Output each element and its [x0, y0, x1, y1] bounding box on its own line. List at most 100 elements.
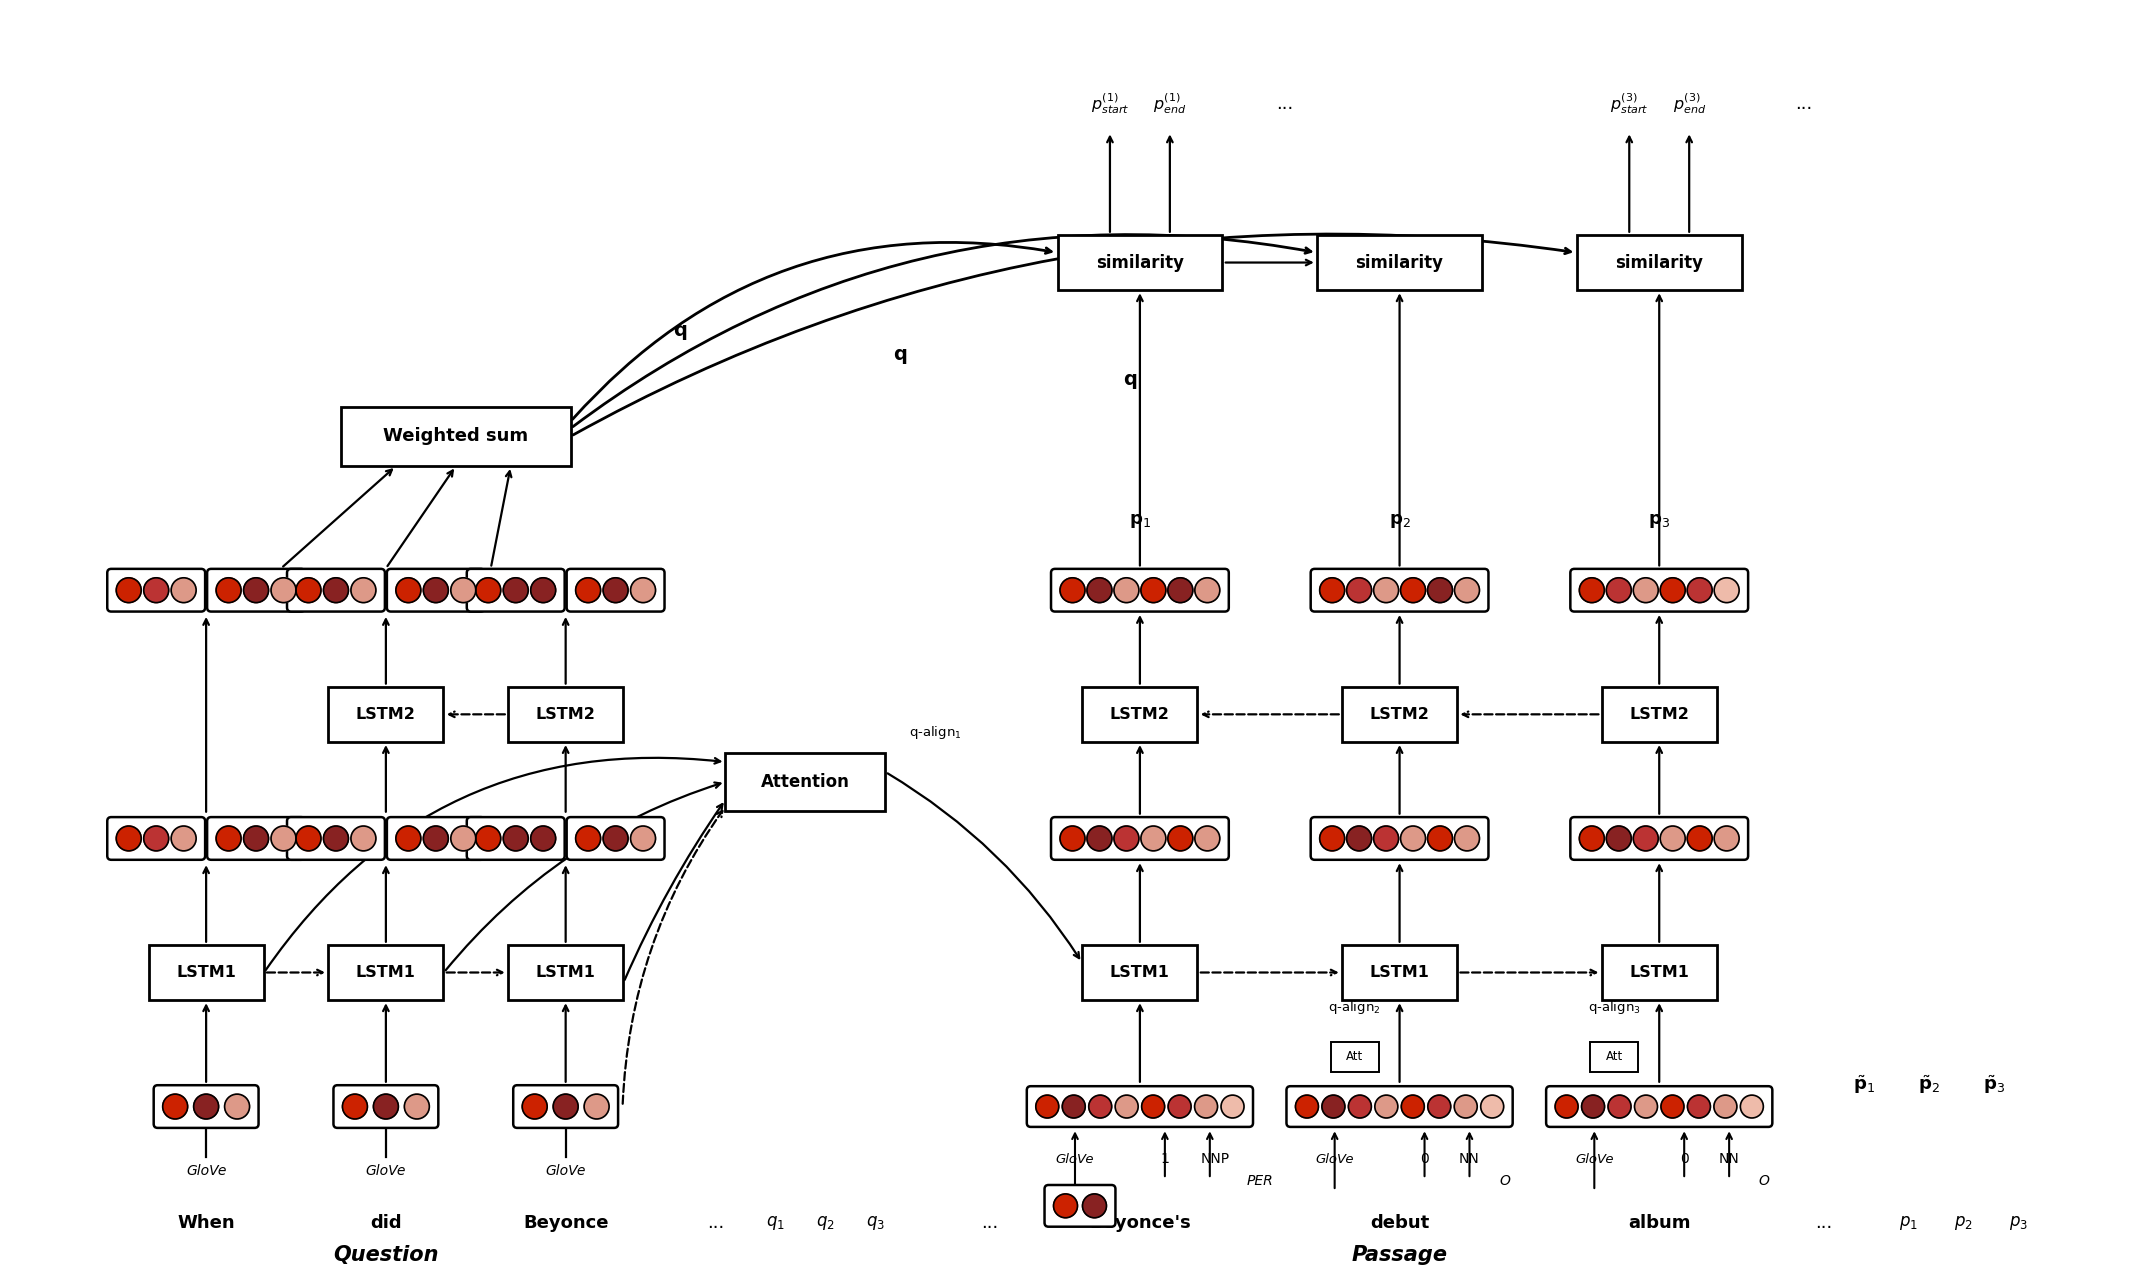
Text: LSTM1: LSTM1	[175, 965, 235, 980]
Text: Weighted sum: Weighted sum	[383, 427, 528, 445]
Circle shape	[1715, 825, 1738, 851]
Circle shape	[1086, 578, 1112, 602]
Text: GloVe: GloVe	[1056, 1153, 1095, 1165]
Circle shape	[530, 578, 556, 602]
Circle shape	[1167, 1096, 1191, 1118]
Circle shape	[396, 578, 421, 602]
FancyBboxPatch shape	[107, 569, 205, 611]
Circle shape	[272, 578, 295, 602]
FancyBboxPatch shape	[513, 1085, 618, 1129]
Circle shape	[423, 825, 449, 851]
Circle shape	[1142, 1096, 1165, 1118]
Circle shape	[1400, 1096, 1424, 1118]
Circle shape	[171, 825, 197, 851]
FancyBboxPatch shape	[154, 1085, 259, 1129]
Circle shape	[451, 578, 477, 602]
Text: debut: debut	[1370, 1213, 1428, 1231]
Circle shape	[1428, 1096, 1452, 1118]
Circle shape	[502, 578, 528, 602]
Circle shape	[1608, 1096, 1631, 1118]
Text: Passage: Passage	[1351, 1245, 1447, 1265]
Text: $p_3$: $p_3$	[2010, 1213, 2029, 1231]
Circle shape	[1114, 825, 1140, 851]
Circle shape	[1454, 578, 1479, 602]
Text: When: When	[177, 1213, 235, 1231]
Text: ...: ...	[1276, 95, 1293, 113]
Circle shape	[1373, 578, 1398, 602]
Circle shape	[1195, 578, 1221, 602]
Circle shape	[1035, 1096, 1058, 1118]
Circle shape	[1142, 578, 1165, 602]
Text: $\mathbf{p}_2$: $\mathbf{p}_2$	[1390, 512, 1411, 530]
Text: $\mathbf{q}$: $\mathbf{q}$	[673, 322, 688, 341]
FancyBboxPatch shape	[509, 686, 622, 742]
FancyBboxPatch shape	[1287, 1087, 1514, 1127]
Circle shape	[1347, 825, 1373, 851]
Circle shape	[1715, 578, 1738, 602]
Text: LSTM2: LSTM2	[355, 706, 415, 721]
FancyBboxPatch shape	[107, 817, 205, 860]
Circle shape	[1580, 578, 1604, 602]
Circle shape	[1347, 578, 1373, 602]
Circle shape	[1063, 1096, 1086, 1118]
Text: NN: NN	[1719, 1153, 1740, 1167]
Text: q-align$_3$: q-align$_3$	[1589, 999, 1640, 1016]
Circle shape	[1086, 825, 1112, 851]
Circle shape	[1167, 578, 1193, 602]
FancyBboxPatch shape	[1026, 1087, 1253, 1127]
FancyBboxPatch shape	[1311, 817, 1488, 860]
Text: LSTM1: LSTM1	[355, 965, 415, 980]
Circle shape	[374, 1094, 398, 1118]
Circle shape	[1167, 825, 1193, 851]
Circle shape	[1633, 825, 1659, 851]
Circle shape	[451, 825, 477, 851]
Text: similarity: similarity	[1097, 254, 1184, 271]
FancyBboxPatch shape	[329, 686, 443, 742]
Text: 0: 0	[1420, 1153, 1428, 1167]
Circle shape	[631, 578, 656, 602]
Circle shape	[1428, 578, 1452, 602]
Circle shape	[575, 825, 601, 851]
Text: $p_1$: $p_1$	[1899, 1213, 1918, 1231]
Circle shape	[1661, 1096, 1685, 1118]
Circle shape	[1060, 578, 1084, 602]
Circle shape	[1687, 1096, 1710, 1118]
FancyBboxPatch shape	[466, 569, 564, 611]
Text: GloVe: GloVe	[1576, 1153, 1614, 1165]
Text: PER: PER	[1246, 1174, 1272, 1188]
FancyBboxPatch shape	[334, 1085, 438, 1129]
FancyBboxPatch shape	[1343, 945, 1456, 1000]
Text: $p_{end}^{(1)}$: $p_{end}^{(1)}$	[1152, 91, 1187, 117]
Circle shape	[1482, 1096, 1503, 1118]
Circle shape	[342, 1094, 368, 1118]
Circle shape	[554, 1094, 577, 1118]
Circle shape	[1375, 1096, 1398, 1118]
Circle shape	[1195, 825, 1221, 851]
Circle shape	[1373, 825, 1398, 851]
Text: ...: ...	[708, 1213, 725, 1231]
Circle shape	[115, 825, 141, 851]
Circle shape	[1740, 1096, 1764, 1118]
Circle shape	[143, 578, 169, 602]
FancyBboxPatch shape	[567, 569, 665, 611]
Text: $q_3$: $q_3$	[866, 1213, 885, 1231]
Text: q-align$_1$: q-align$_1$	[909, 724, 962, 741]
Circle shape	[1715, 1096, 1736, 1118]
Circle shape	[143, 825, 169, 851]
Text: Beyonce's: Beyonce's	[1088, 1213, 1191, 1231]
Circle shape	[1296, 1096, 1319, 1118]
Circle shape	[477, 825, 500, 851]
FancyBboxPatch shape	[387, 569, 485, 611]
FancyBboxPatch shape	[509, 945, 622, 1000]
Circle shape	[1400, 578, 1426, 602]
Text: LSTM1: LSTM1	[1110, 965, 1169, 980]
FancyBboxPatch shape	[1052, 569, 1229, 611]
Text: $\mathbf{q}$: $\mathbf{q}$	[1122, 373, 1137, 392]
Circle shape	[1606, 825, 1631, 851]
Text: $p_{start}^{(3)}$: $p_{start}^{(3)}$	[1610, 91, 1648, 117]
Text: GloVe: GloVe	[366, 1164, 406, 1178]
FancyBboxPatch shape	[1569, 817, 1749, 860]
Text: $\tilde{\mathbf{p}}_3$: $\tilde{\mathbf{p}}_3$	[1982, 1074, 2005, 1096]
FancyBboxPatch shape	[286, 569, 385, 611]
FancyBboxPatch shape	[1082, 945, 1197, 1000]
